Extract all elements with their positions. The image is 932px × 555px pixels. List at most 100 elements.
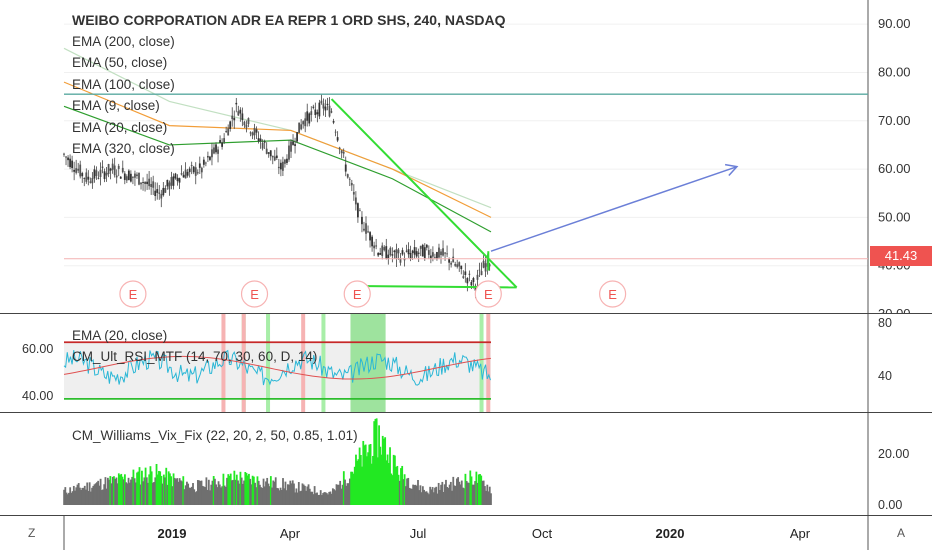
vix-bar xyxy=(356,460,359,505)
vix-bar xyxy=(362,440,365,505)
candle-body xyxy=(140,182,142,185)
vix-bar xyxy=(124,474,126,505)
vix-bar xyxy=(256,476,259,505)
vix-bar xyxy=(239,471,242,505)
vix-bar xyxy=(235,474,238,505)
vix-bar xyxy=(345,485,348,505)
candle-body xyxy=(257,138,260,142)
time-tick-label: 2020 xyxy=(656,526,685,541)
vix-bar xyxy=(243,480,245,505)
candle-body xyxy=(243,121,246,126)
candle-body xyxy=(354,197,357,205)
rsi-buy-signal xyxy=(321,314,326,413)
legend-ema-50[interactable]: EMA (50, close) xyxy=(72,55,168,70)
vix-bar xyxy=(339,480,342,505)
auto-scale-left-button[interactable]: Z xyxy=(28,526,36,540)
vix-bar xyxy=(407,477,410,505)
legend-rsi-ema[interactable]: EMA (20, close) xyxy=(72,328,168,343)
candle-body xyxy=(144,182,146,184)
candle-body xyxy=(363,228,365,231)
vix-bar xyxy=(246,475,249,505)
vix-bar xyxy=(442,491,445,505)
candle-body xyxy=(417,252,420,254)
vix-bar xyxy=(347,483,350,505)
legend-vix[interactable]: CM_Williams_Vix_Fix (22, 20, 2, 50, 0.85… xyxy=(72,428,358,443)
candle-body xyxy=(188,168,191,173)
candle-body xyxy=(115,175,118,178)
earnings-marker xyxy=(599,280,627,308)
candle-body xyxy=(180,173,183,175)
rsi-pane[interactable]: 60.00 40.00 80 40 EMA (20, close) CM_Ult_RS… xyxy=(0,314,932,413)
vix-bar xyxy=(144,467,147,505)
candle-body xyxy=(423,247,426,259)
candle-body xyxy=(320,100,323,103)
vix-bar xyxy=(415,485,418,505)
legend-ema-100[interactable]: EMA (100, close) xyxy=(72,77,175,92)
vix-bar xyxy=(376,457,379,505)
auto-scale-right-button[interactable]: A xyxy=(897,526,906,540)
vix-bar xyxy=(479,474,481,505)
candle-body xyxy=(225,130,228,133)
candle-body xyxy=(377,252,380,256)
vix-bar xyxy=(438,489,441,505)
candle-body xyxy=(202,159,205,165)
candle-body xyxy=(442,248,444,256)
legend-ema-200[interactable]: EMA (200, close) xyxy=(72,34,175,49)
earnings-marker-label: E xyxy=(608,287,617,302)
candle-body xyxy=(393,250,396,253)
vix-pane[interactable]: 20.00 0.00 CM_Williams_Vix_Fix (22, 20, 2… xyxy=(0,413,932,516)
candle-body xyxy=(464,271,467,275)
vix-bar xyxy=(404,486,407,505)
candle-body xyxy=(286,158,288,163)
vix-bar xyxy=(80,489,83,505)
vix-bar xyxy=(424,491,427,505)
vix-chart[interactable]: 20.00 0.00 xyxy=(0,413,932,516)
vix-bar xyxy=(334,490,337,505)
candle-body xyxy=(83,178,86,179)
vix-bar xyxy=(265,481,267,505)
vix-bar xyxy=(75,487,78,505)
candle-body xyxy=(444,252,446,254)
vix-bar xyxy=(392,454,395,505)
vix-bar xyxy=(401,465,404,505)
candle-body xyxy=(265,148,268,154)
candle-body xyxy=(300,124,303,130)
candle-body xyxy=(302,121,305,125)
vix-bar xyxy=(110,483,113,505)
vix-bar xyxy=(446,486,449,505)
candle-body xyxy=(365,223,367,234)
candle-body xyxy=(425,244,428,248)
vix-bar xyxy=(311,491,314,505)
legend-ema-9[interactable]: EMA (9, close) xyxy=(72,98,160,113)
candle-body xyxy=(460,265,463,270)
vix-bar xyxy=(457,477,460,505)
candle-body xyxy=(121,167,124,173)
vix-bar xyxy=(231,480,233,505)
candle-body xyxy=(462,276,465,278)
vix-bar xyxy=(127,477,130,505)
vix-bar xyxy=(119,475,121,505)
candle-body xyxy=(346,174,349,178)
price-pane[interactable]: 90.0080.0070.0060.0050.0040.0030.00EEEEE… xyxy=(0,0,932,321)
candle-body xyxy=(395,249,398,259)
vix-bar xyxy=(166,484,169,505)
vix-bar xyxy=(115,477,118,505)
earnings-marker xyxy=(343,280,371,308)
vix-bar xyxy=(431,487,434,505)
time-axis[interactable]: 2019 Apr Jul Oct 2020 Apr Z A xyxy=(0,516,932,550)
vix-bar xyxy=(319,490,322,505)
vix-bar xyxy=(87,490,90,505)
vix-bar xyxy=(209,490,211,505)
legend-ema-320[interactable]: EMA (320, close) xyxy=(72,141,175,156)
vix-bar xyxy=(459,484,462,505)
candle-body xyxy=(429,255,432,259)
legend-rsi[interactable]: CM_Ult_RSI_MTF (14, 70, 30, 60, D, 14) xyxy=(72,349,318,364)
candle-body xyxy=(132,176,134,178)
candle-body xyxy=(407,249,410,255)
vix-bar xyxy=(71,491,74,505)
candle-body xyxy=(440,251,442,256)
rsi-chart[interactable]: 60.00 40.00 80 40 xyxy=(0,314,932,413)
legend-ema-20[interactable]: EMA (20, close) xyxy=(72,120,168,135)
time-tick-label: Jul xyxy=(410,526,427,541)
